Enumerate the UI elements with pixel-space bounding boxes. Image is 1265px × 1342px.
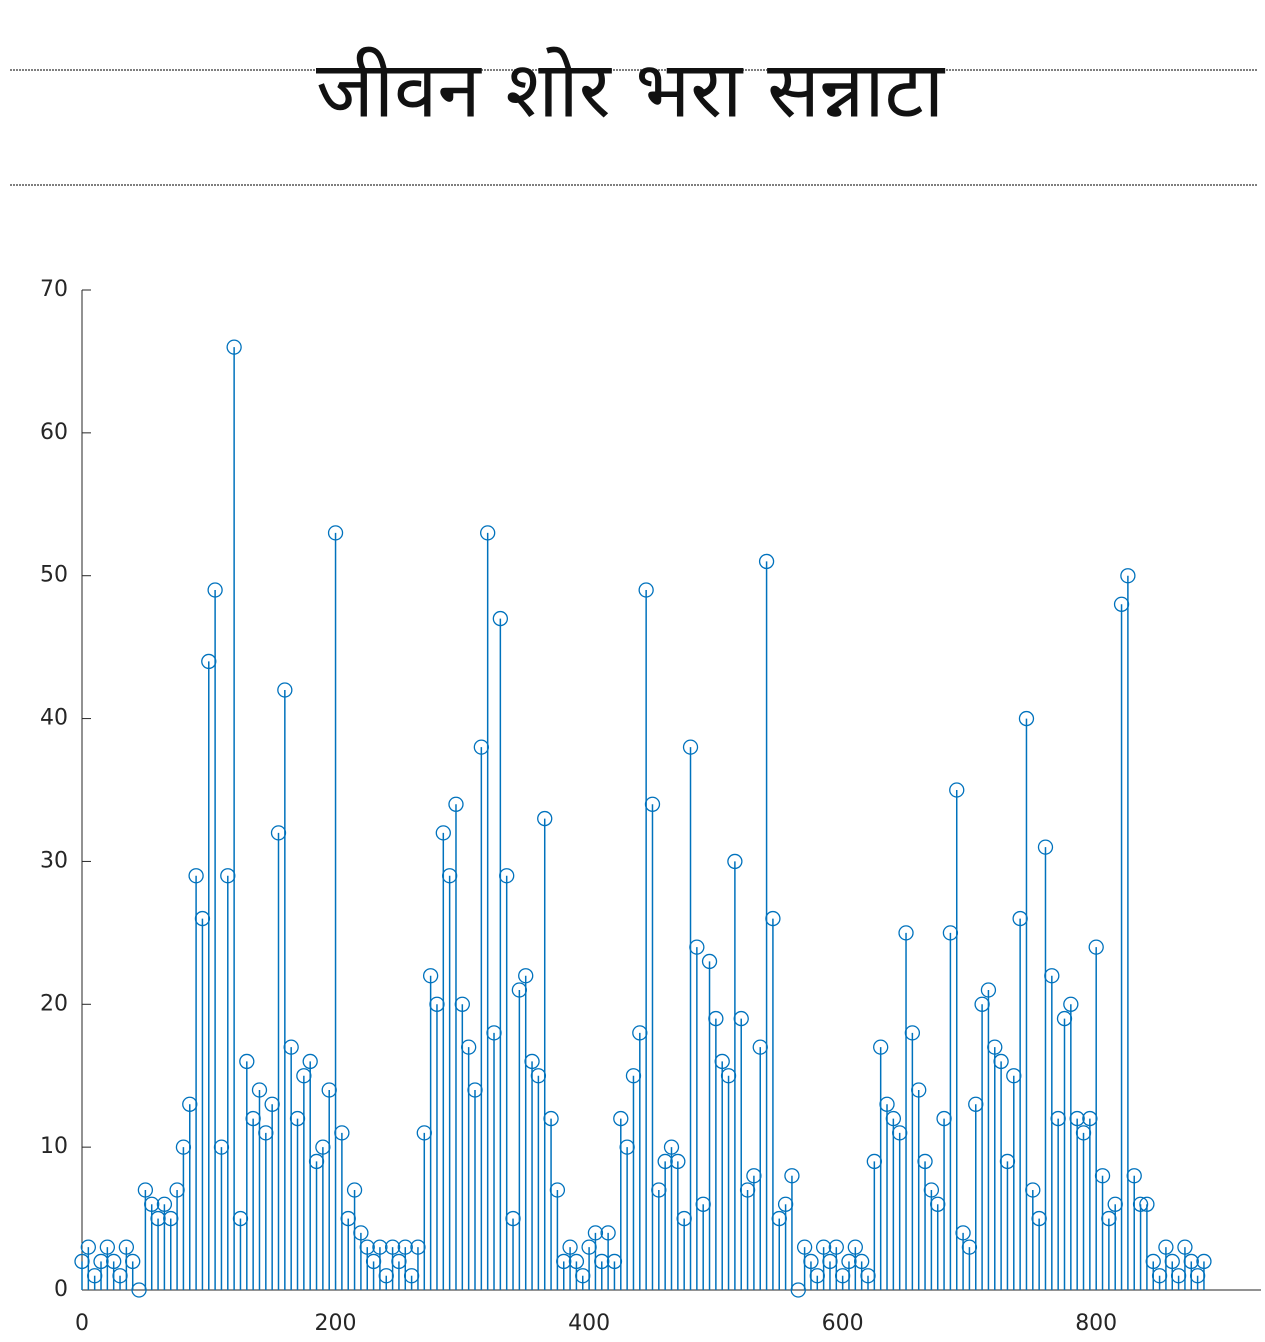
y-tick-label: 50 [40, 563, 68, 588]
handwritten-text: जीवन शोर भरा सन्नाटा [316, 45, 946, 135]
x-tick-label: 600 [822, 1311, 864, 1336]
y-tick-label: 30 [40, 848, 68, 873]
y-tick-label: 20 [40, 991, 68, 1016]
y-tick-label: 70 [40, 277, 68, 302]
page: {"handwriting": {"text": "जीवन शोर भरा स… [0, 0, 1265, 1338]
y-tick-label: 60 [40, 420, 68, 445]
x-tick-label: 200 [315, 1311, 357, 1336]
x-tick-label: 0 [75, 1311, 89, 1336]
x-tick-label: 800 [1075, 1311, 1117, 1336]
y-tick-label: 10 [40, 1134, 68, 1159]
chart: जीवन शोर भरा सन्नाटा 0 10 20 30 40 50 60 70 0 200… [0, 0, 1265, 1338]
x-tick-label: 400 [568, 1311, 610, 1336]
y-tick-label: 40 [40, 706, 68, 731]
y-tick-label: 0 [54, 1277, 68, 1302]
